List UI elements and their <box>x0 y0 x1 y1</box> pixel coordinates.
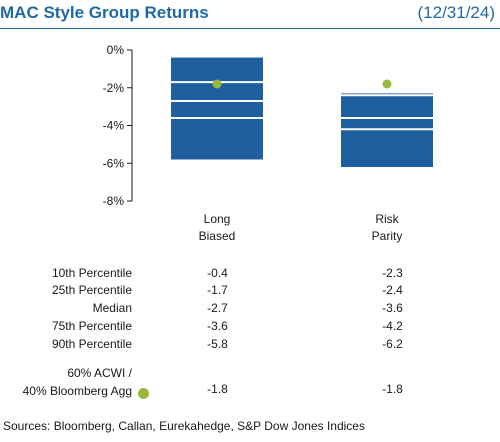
y-tick-label: -2% <box>103 81 125 95</box>
y-tick-label: 0% <box>107 43 125 57</box>
value-risk-parity: -2.3 <box>382 266 403 280</box>
y-tick-label: -6% <box>103 156 125 170</box>
value-long-biased: -0.4 <box>207 266 228 280</box>
category-label: Long Biased <box>198 212 236 243</box>
table-row: 10th Percentile -0.4 -2.3 <box>0 266 500 283</box>
row-label: 75th Percentile <box>51 319 132 333</box>
y-tick-label: -4% <box>103 119 125 133</box>
row-label: 10th Percentile <box>51 266 132 280</box>
value-long-biased: -3.6 <box>207 319 228 333</box>
chart-title: MAC Style Group Returns <box>0 3 209 22</box>
table-row: 75th Percentile -3.6 -4.2 <box>0 319 500 336</box>
row-label: 25th Percentile <box>51 283 132 297</box>
value-risk-parity: -4.2 <box>382 319 403 333</box>
chart-date: (12/31/24) <box>417 3 496 22</box>
benchmark-value-long-biased: -1.8 <box>207 382 228 396</box>
benchmark-legend-dot <box>138 388 149 399</box>
source-note: Sources: Bloomberg, Callan, Eurekahedge,… <box>3 419 365 433</box>
benchmark-dot <box>382 79 392 89</box>
category-label: Risk Parity <box>371 212 403 243</box>
title-rule <box>0 28 500 29</box>
benchmark-value-risk-parity: -1.8 <box>382 382 403 396</box>
value-risk-parity: -6.2 <box>382 337 403 351</box>
value-long-biased: -2.7 <box>207 301 228 315</box>
value-long-biased: -5.8 <box>207 337 228 351</box>
value-long-biased: -1.7 <box>207 283 228 297</box>
row-label: Median <box>92 301 132 315</box>
y-tick-label: -8% <box>103 194 125 208</box>
benchmark-label-line2: 40% Bloomberg Agg <box>22 384 132 398</box>
value-risk-parity: -2.4 <box>382 283 403 297</box>
row-label: 90th Percentile <box>51 337 132 351</box>
table-row: 90th Percentile -5.8 -6.2 <box>0 337 500 354</box>
value-risk-parity: -3.6 <box>382 301 403 315</box>
benchmark-dot <box>212 79 222 89</box>
benchmark-label-line1: 60% ACWI / <box>67 366 132 380</box>
table-row: 25th Percentile -1.7 -2.4 <box>0 283 500 300</box>
table-row: Median -2.7 -3.6 <box>0 301 500 318</box>
percentile-bar <box>171 57 263 160</box>
